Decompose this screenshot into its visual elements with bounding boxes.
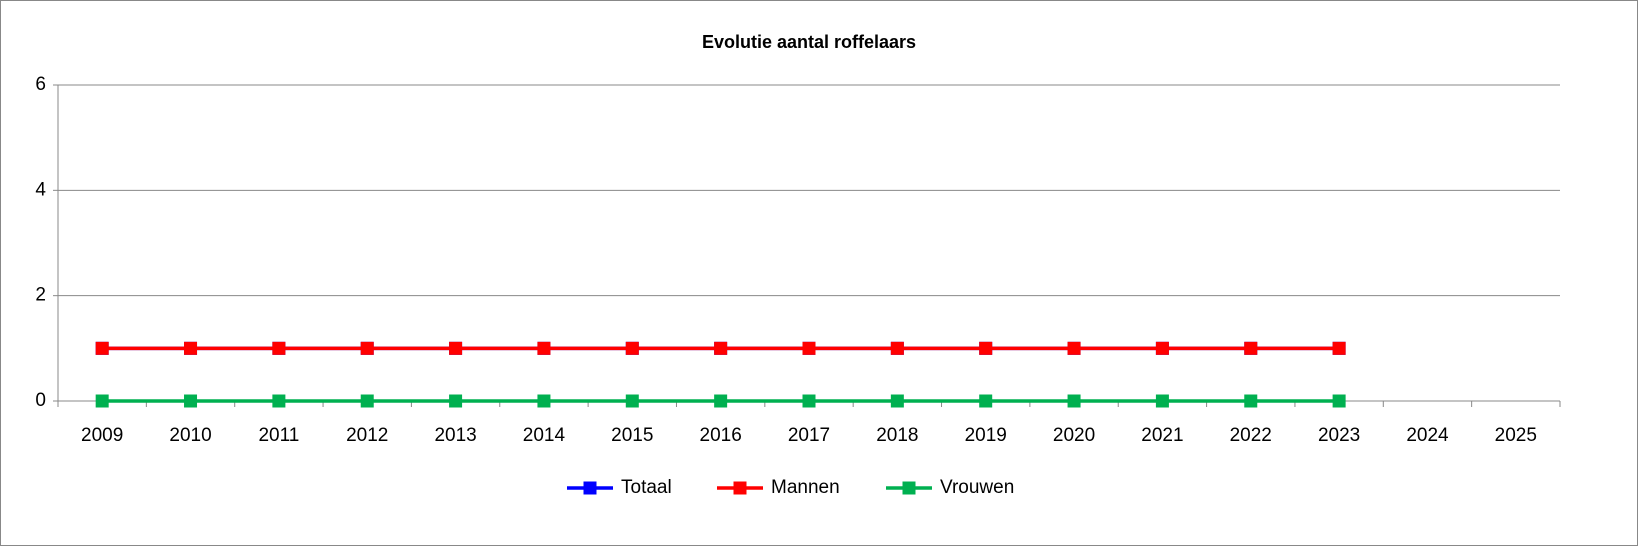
x-tick-label: 2023 (1318, 425, 1360, 446)
x-tick-label: 2018 (876, 425, 918, 446)
legend-label: Mannen (771, 477, 840, 498)
legend-marker (902, 481, 916, 495)
x-tick-label: 2009 (81, 425, 123, 446)
legend-marker (733, 481, 747, 495)
data-point (360, 394, 374, 408)
data-point (890, 341, 904, 355)
data-point (95, 394, 109, 408)
data-point (625, 341, 639, 355)
data-point (1155, 341, 1169, 355)
x-tick-label: 2012 (346, 425, 388, 446)
data-point (979, 394, 993, 408)
data-point (1155, 394, 1169, 408)
data-point (95, 341, 109, 355)
data-point (449, 341, 463, 355)
data-point (979, 341, 993, 355)
x-tick-label: 2020 (1053, 425, 1095, 446)
x-tick-label: 2015 (611, 425, 653, 446)
x-tick-label: 2017 (788, 425, 830, 446)
data-point (802, 394, 816, 408)
chart-title: Evolutie aantal roffelaars (702, 32, 916, 52)
y-tick-label: 2 (35, 285, 46, 306)
x-tick-label: 2014 (523, 425, 566, 446)
data-point (537, 341, 551, 355)
legend-label: Vrouwen (940, 477, 1014, 498)
y-tick-label: 4 (35, 179, 46, 200)
data-point (449, 394, 463, 408)
data-point (1067, 341, 1081, 355)
data-point (714, 394, 728, 408)
x-tick-label: 2011 (258, 425, 299, 446)
data-point (360, 341, 374, 355)
x-tick-label: 2019 (965, 425, 1007, 446)
data-point (625, 394, 639, 408)
x-tick-label: 2022 (1230, 425, 1272, 446)
legend-marker (583, 481, 597, 495)
data-point (1244, 341, 1258, 355)
y-tick-label: 0 (35, 390, 46, 411)
data-point (184, 341, 198, 355)
data-point (1067, 394, 1081, 408)
data-point (537, 394, 551, 408)
data-point (890, 394, 904, 408)
data-point (1332, 341, 1346, 355)
x-tick-label: 2025 (1495, 425, 1537, 446)
data-point (1332, 394, 1346, 408)
data-point (802, 341, 816, 355)
x-tick-label: 2013 (434, 425, 476, 446)
x-tick-label: 2010 (169, 425, 211, 446)
data-point (184, 394, 198, 408)
x-tick-label: 2024 (1406, 425, 1449, 446)
x-tick-label: 2016 (700, 425, 742, 446)
data-point (1244, 394, 1258, 408)
legend-label: Totaal (621, 477, 672, 498)
data-point (714, 341, 728, 355)
data-point (272, 341, 286, 355)
y-tick-label: 6 (35, 74, 46, 95)
x-tick-label: 2021 (1141, 425, 1183, 446)
data-point (272, 394, 286, 408)
